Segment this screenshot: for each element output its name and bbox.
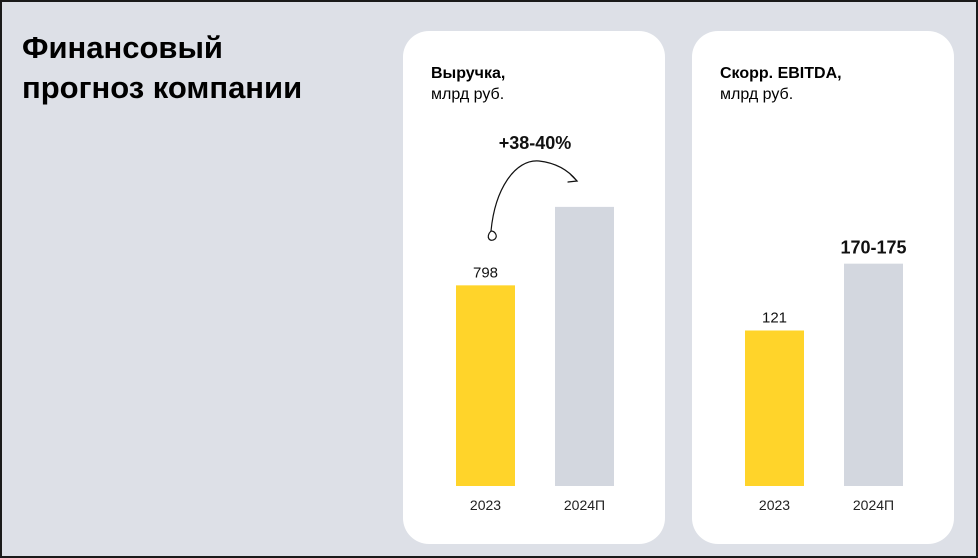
ebitda-chart-title: Скорр. EBITDA, (720, 65, 842, 82)
revenue-growth-annotation: +38-40% (499, 133, 572, 153)
ebitda-card-title: Скорр. EBITDA, млрд руб. (720, 63, 842, 105)
ebitda-value-label: 170-175 (840, 238, 906, 258)
revenue-chart: 2023 798 2024П +38-40% (456, 133, 614, 513)
growth-arrow-icon (487, 160, 579, 241)
ebitda-chart-subtitle: млрд руб. (720, 86, 794, 103)
revenue-bar-2024П (555, 206, 614, 487)
revenue-value-label: 798 (473, 264, 498, 281)
ebitda-category-label: 2024П (853, 497, 894, 513)
ebitda-bar-2023 (745, 330, 804, 486)
ebitda-bar-2024П (844, 263, 903, 486)
revenue-category-label: 2024П (564, 497, 605, 513)
page-title-line2: прогноз компании (22, 70, 303, 105)
revenue-card: Выручка, млрд руб. 2023 798 2024П +38-40% (403, 31, 665, 544)
revenue-card-title: Выручка, млрд руб. (431, 63, 505, 105)
ebitda-value-label: 121 (762, 309, 787, 326)
revenue-category-label: 2023 (470, 497, 501, 513)
ebitda-chart: 2023 121 2024П 170-175 (745, 238, 907, 513)
revenue-chart-subtitle: млрд руб. (431, 86, 505, 103)
revenue-bar-2023 (456, 285, 515, 486)
revenue-chart-title: Выручка, (431, 65, 506, 82)
ebitda-category-label: 2023 (759, 497, 790, 513)
ebitda-card: Скорр. EBITDA, млрд руб. 2023 121 2024П 170… (692, 31, 954, 544)
page-title-line1: Финансовый (22, 30, 223, 65)
page-title: Финансовый прогноз компании (22, 28, 302, 108)
